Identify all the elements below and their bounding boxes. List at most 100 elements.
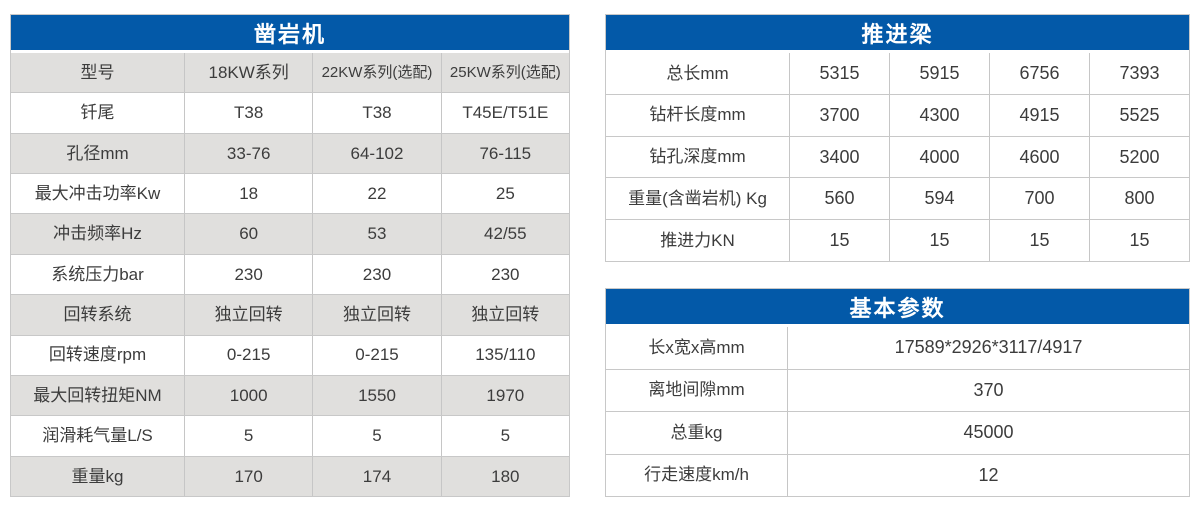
table-row: 总重kg 45000 [606,412,1189,455]
cell-value: 5315 [790,53,890,94]
cell-value: 180 [491,466,520,486]
cell-value: 53 [313,214,442,254]
cell-value: 60 [185,214,314,254]
basic-params-table: 基本参数 长x宽x高mm 17589*2926*3117/4917 离地间隙mm 37… [605,288,1190,497]
feed-beam-table-title: 推进梁 [606,15,1189,53]
cell-value: 7393 [1119,63,1160,84]
cell-value: 25 [495,183,515,203]
cell-value: 135/110 [475,345,536,365]
cell-value: 3700 [790,94,890,136]
cell-value: 42/55 [484,224,527,244]
cell-value: 560 [790,178,890,220]
cell-value: 1000 [185,375,314,416]
cell-value: 1550 [313,375,442,416]
row-label: 钻杆长度mm [606,94,790,136]
row-label: 行走速度km/h [606,454,788,496]
table-row: 钻杆长度mm 3700 4300 4915 5525 [606,94,1189,137]
row-label: 润滑耗气量L/S [11,416,185,456]
cell-value: 5 [185,416,314,456]
cell-value: 4600 [990,136,1090,178]
row-label: 重量(含凿岩机) Kg [606,178,790,220]
row-label: 钻孔深度mm [606,136,790,178]
row-label: 回转系统 [11,295,185,335]
table-row: 型号 18KW系列 22KW系列(选配) 25KW系列(选配) [11,53,569,94]
cell-value: 230 [491,264,520,284]
row-label: 冲击频率Hz [11,214,185,254]
column-header: 22KW系列(选配) [313,53,442,93]
cell-value: 6756 [990,53,1090,94]
cell-value: T45E/T51E [462,103,549,123]
cell-value: 0-215 [313,335,442,375]
cell-value: 3400 [790,136,890,178]
cell-value: 5 [313,416,442,456]
table-row: 重量kg 170 174 180 [11,456,569,496]
cell-value: 45000 [963,422,1014,443]
row-label: 回转速度rpm [11,335,185,375]
cell-value: 4300 [890,94,990,136]
cell-value: 0-215 [185,335,314,375]
row-label: 最大回转扭矩NM [11,375,185,416]
cell-value: 230 [185,254,314,295]
row-label: 孔径mm [11,133,185,174]
table-row: 重量(含凿岩机) Kg 560 594 700 800 [606,178,1189,221]
rock-drill-table: 凿岩机 型号 18KW系列 22KW系列(选配) 25KW系列(选配) 钎尾 T38 T38… [10,14,570,497]
table-row: 最大冲击功率Kw 18 22 25 [11,174,569,215]
row-label: 重量kg [11,456,185,496]
table-row: 润滑耗气量L/S 5 5 5 [11,416,569,457]
table-row: 钎尾 T38 T38 T45E/T51E [11,93,569,134]
table-row: 系统压力bar 230 230 230 [11,254,569,296]
cell-value: 独立回转 [313,295,442,335]
row-label: 钎尾 [11,93,185,133]
rock-drill-table-title: 凿岩机 [11,15,569,53]
basic-params-table-title: 基本参数 [606,289,1189,327]
cell-value: T38 [185,93,314,133]
column-header: 18KW系列 [185,53,314,93]
cell-value: 5525 [1119,104,1160,125]
row-label: 最大冲击功率Kw [11,174,185,214]
cell-value: 4915 [990,94,1090,136]
table-row: 回转系统 独立回转 独立回转 独立回转 [11,295,569,336]
cell-value: 15 [1129,230,1150,251]
row-label: 总长mm [606,53,790,94]
row-label: 系统压力bar [11,254,185,295]
basic-params-table-body: 长x宽x高mm 17589*2926*3117/4917 离地间隙mm 370 总重kg… [606,327,1189,496]
cell-value: 18 [185,174,314,214]
cell-value: 22 [313,174,442,214]
table-row: 钻孔深度mm 3400 4000 4600 5200 [606,136,1189,179]
cell-value: 5200 [1119,146,1160,167]
cell-value: 15 [890,220,990,261]
cell-value: T38 [313,93,442,133]
cell-value: 370 [973,379,1004,400]
cell-value: 64-102 [313,133,442,174]
cell-value: 170 [185,456,314,496]
column-header: 25KW系列(选配) [449,64,561,82]
table-row: 离地间隙mm 370 [606,369,1189,412]
row-label: 总重kg [606,412,788,454]
cell-value: 174 [313,456,442,496]
table-row: 冲击频率Hz 60 53 42/55 [11,214,569,255]
cell-value: 800 [1124,188,1155,209]
cell-value: 独立回转 [471,305,540,325]
cell-value: 5915 [890,53,990,94]
row-label: 型号 [11,53,185,93]
cell-value: 15 [790,220,890,261]
row-label: 离地间隙mm [606,369,788,411]
table-row: 回转速度rpm 0-215 0-215 135/110 [11,335,569,376]
cell-value: 700 [990,178,1090,220]
table-row: 总长mm 5315 5915 6756 7393 [606,53,1189,95]
row-label: 长x宽x高mm [606,327,788,369]
rock-drill-table-body: 型号 18KW系列 22KW系列(选配) 25KW系列(选配) 钎尾 T38 T38 T45E… [11,53,569,496]
cell-value: 76-115 [479,143,532,163]
cell-value: 230 [313,254,442,295]
table-row: 孔径mm 33-76 64-102 76-115 [11,133,569,175]
cell-value: 4000 [890,136,990,178]
feed-beam-table: 推进梁 总长mm 5315 5915 6756 7393 钻杆长度mm 3700 4300 49… [605,14,1190,262]
cell-value: 独立回转 [185,295,314,335]
row-label: 推进力KN [606,220,790,261]
feed-beam-table-body: 总长mm 5315 5915 6756 7393 钻杆长度mm 3700 4300 4915 55… [606,53,1189,261]
cell-value: 5 [500,426,511,446]
cell-value: 1970 [486,385,525,405]
table-row: 最大回转扭矩NM 1000 1550 1970 [11,375,569,417]
cell-value: 594 [890,178,990,220]
cell-value: 12 [978,464,999,485]
